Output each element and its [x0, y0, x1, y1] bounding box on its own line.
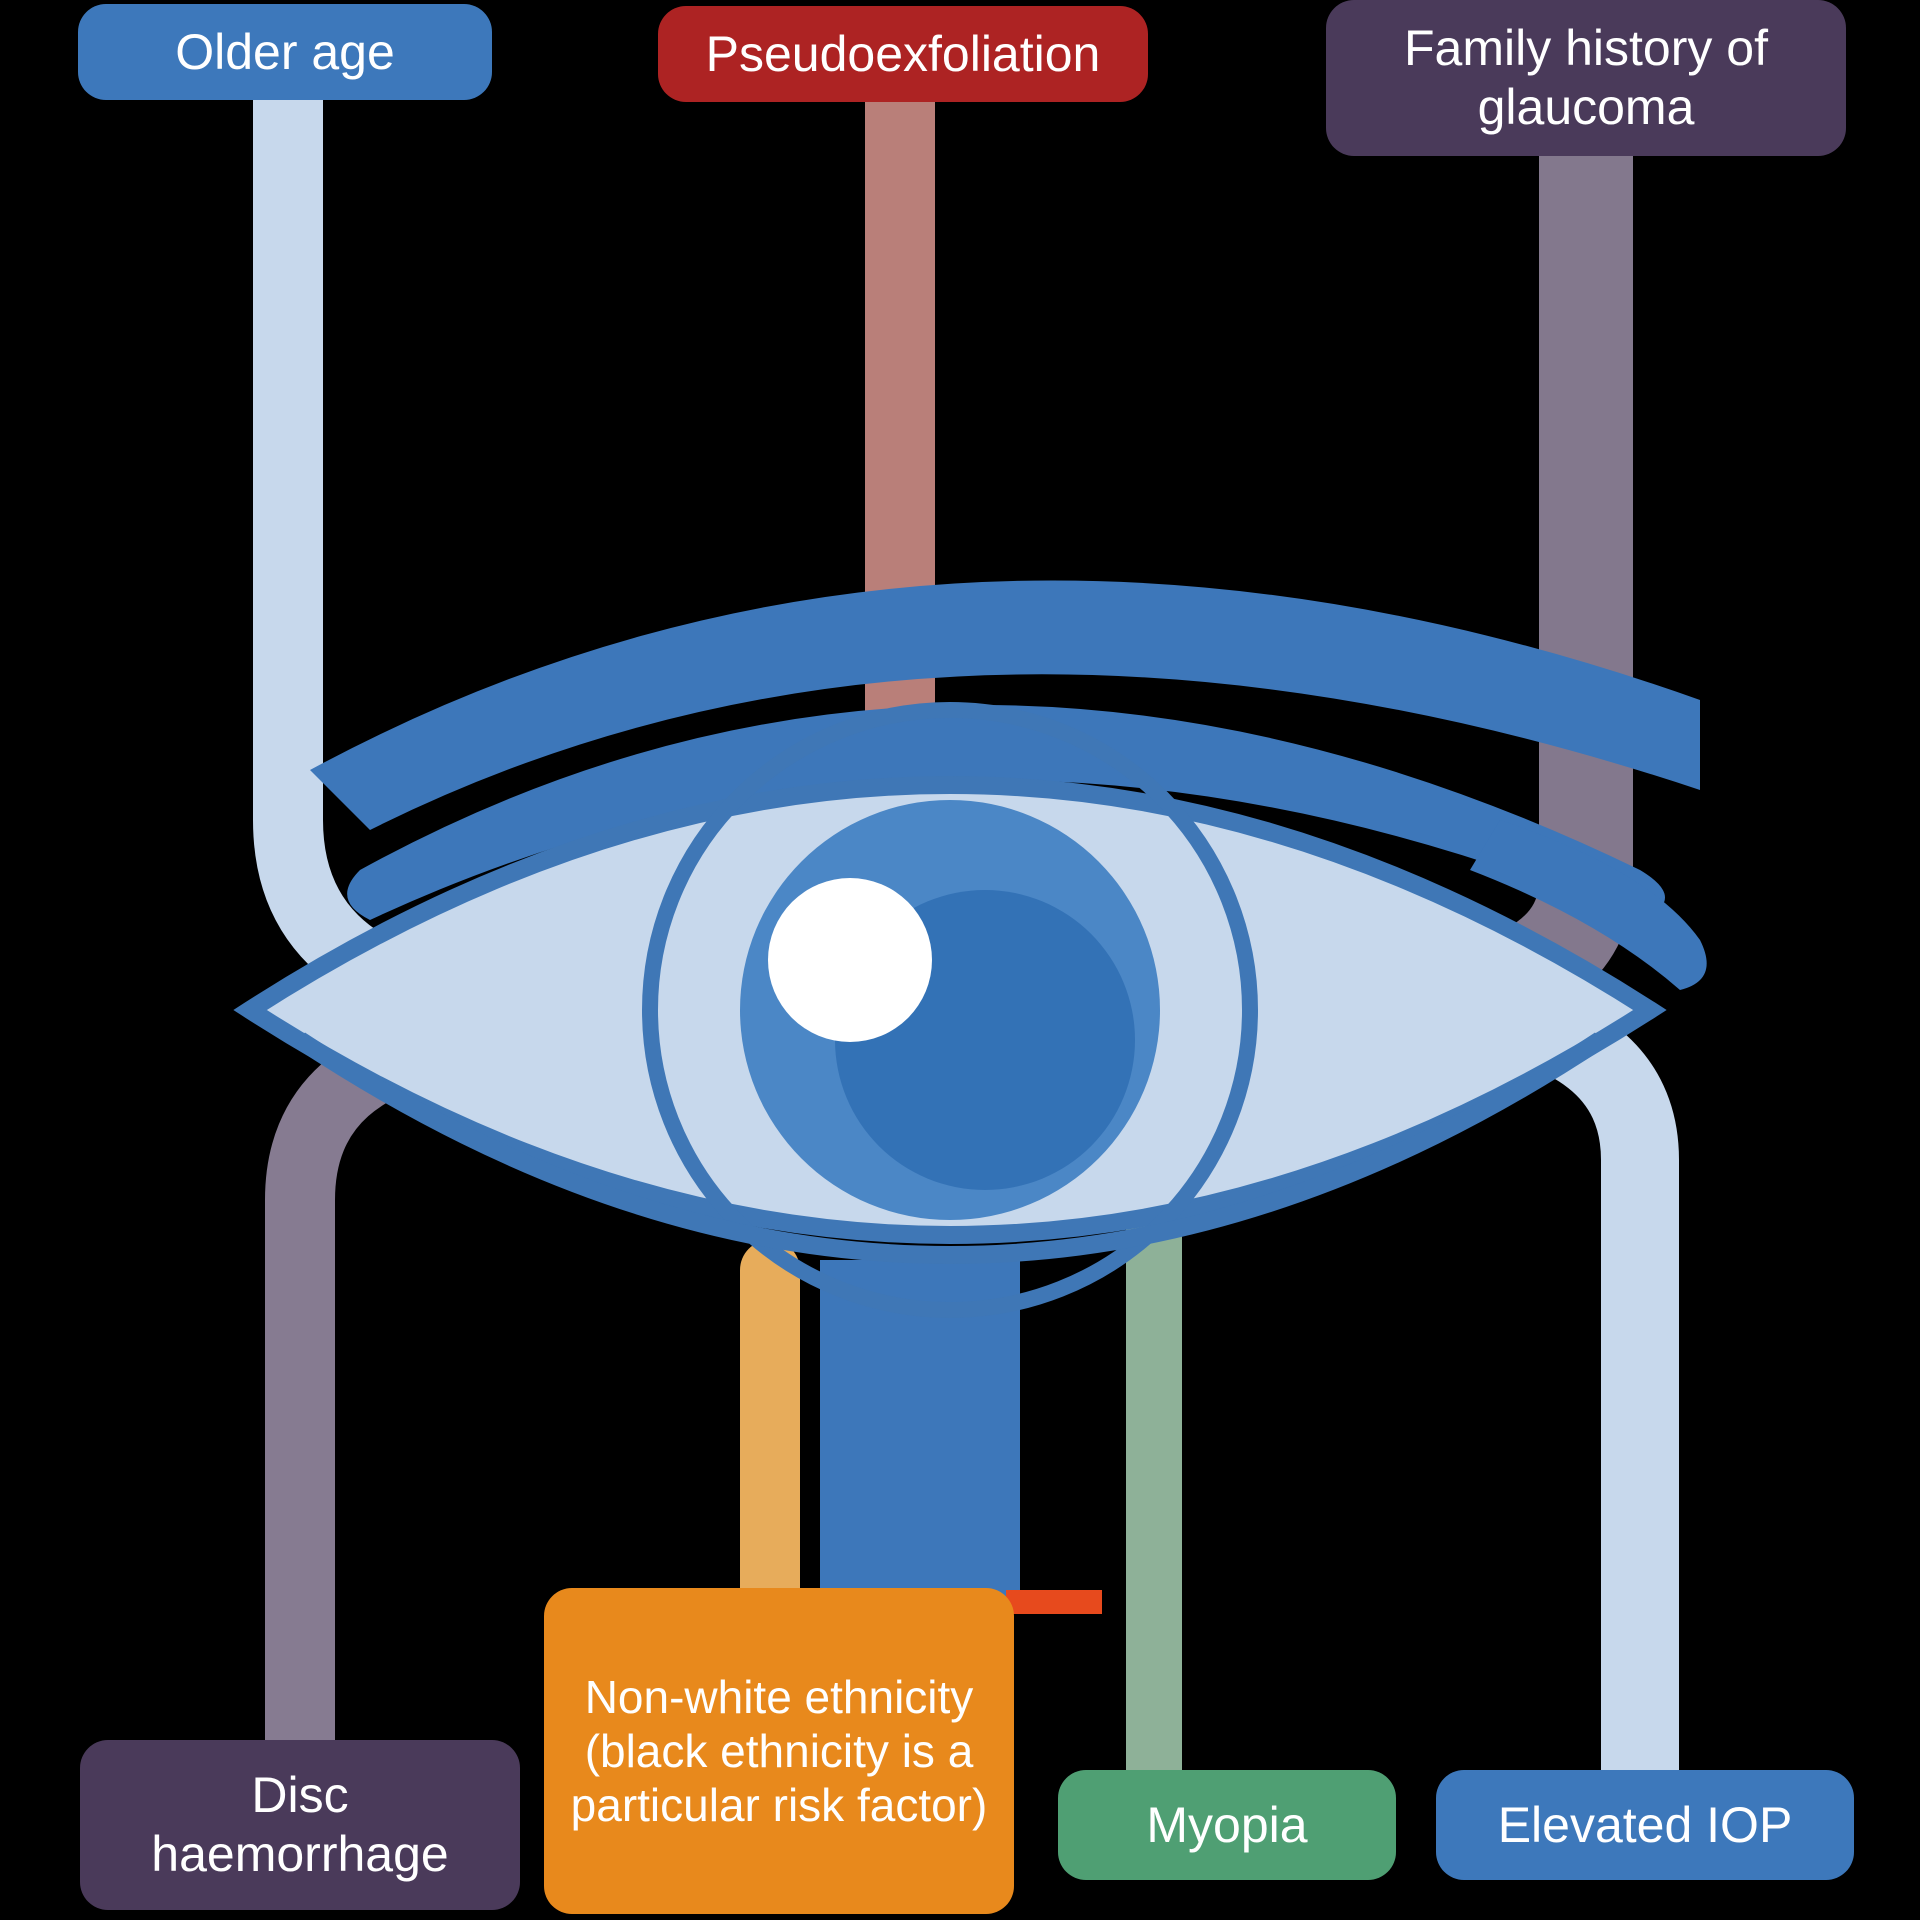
node-ethnicity: Non-white ethnicity (black ethnicity is …	[544, 1588, 1014, 1914]
node-label: Disc haemorrhage	[100, 1766, 500, 1884]
node-elevated-iop: Elevated IOP	[1436, 1770, 1854, 1880]
node-label: Older age	[175, 23, 395, 82]
node-label: Pseudoexfoliation	[706, 25, 1101, 84]
node-older-age: Older age	[78, 4, 492, 100]
node-family-history: Family history of glaucoma	[1326, 0, 1846, 156]
labels-layer: Older age Pseudoexfoliation Family histo…	[0, 0, 1920, 1920]
node-disc-haemorrhage: Disc haemorrhage	[80, 1740, 520, 1910]
node-label: Non-white ethnicity (black ethnicity is …	[564, 1670, 994, 1833]
node-label: Family history of glaucoma	[1346, 19, 1826, 137]
node-myopia: Myopia	[1058, 1770, 1396, 1880]
node-pseudoexfoliation: Pseudoexfoliation	[658, 6, 1148, 102]
node-label: Myopia	[1146, 1796, 1307, 1855]
node-label: Elevated IOP	[1498, 1796, 1793, 1855]
